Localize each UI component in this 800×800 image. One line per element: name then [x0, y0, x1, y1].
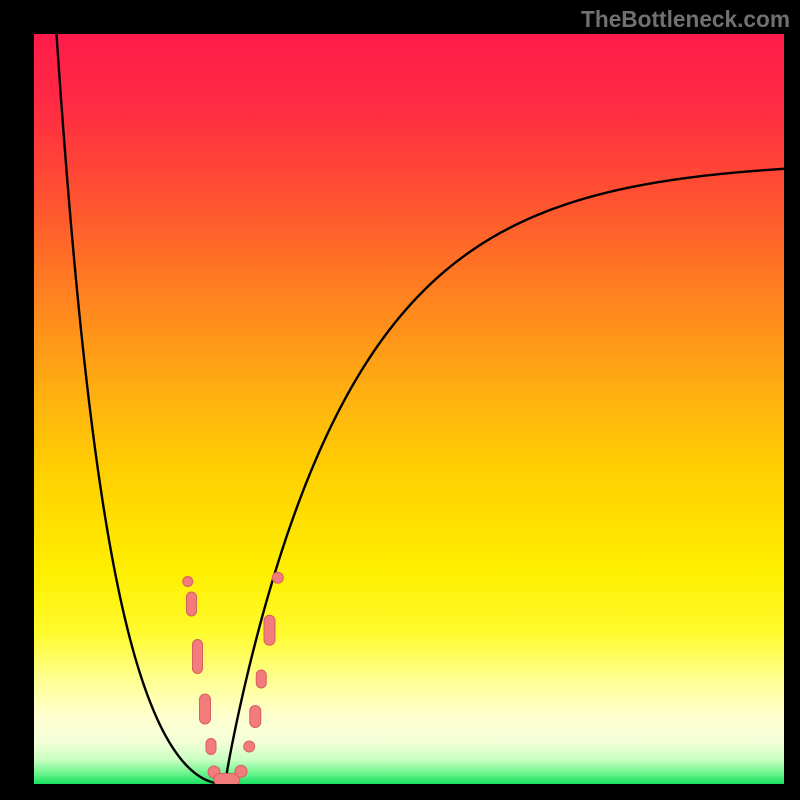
- watermark-text: TheBottleneck.com: [581, 6, 790, 33]
- stage: TheBottleneck.com: [0, 0, 800, 800]
- plot-background: [34, 34, 784, 784]
